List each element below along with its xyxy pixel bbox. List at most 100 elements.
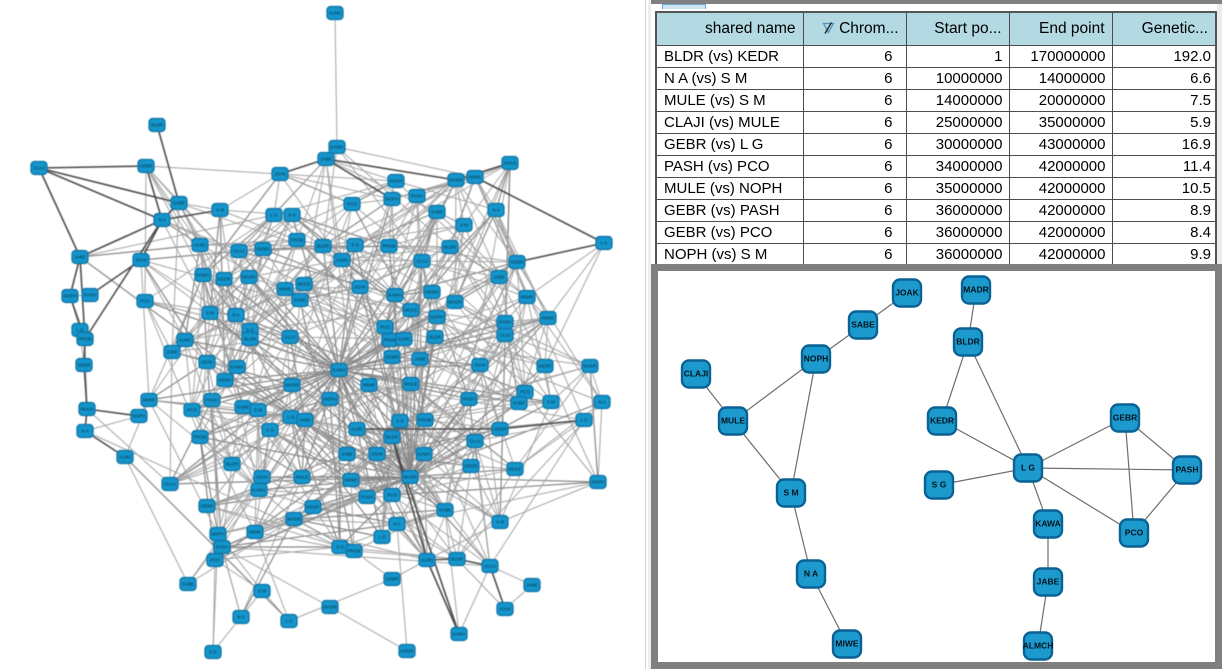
svg-text:BLDR: BLDR	[226, 462, 239, 467]
svg-text:L G: L G	[580, 418, 588, 423]
svg-text:L G: L G	[270, 213, 278, 218]
svg-text:GEBR: GEBR	[201, 504, 215, 509]
svg-text:MADR: MADR	[449, 178, 463, 183]
svg-text:GEBR: GEBR	[494, 427, 508, 432]
svg-text:CLAJ: CLAJ	[233, 249, 244, 254]
svg-text:KAWA: KAWA	[453, 632, 466, 637]
svg-text:KAWA: KAWA	[197, 273, 210, 278]
svg-text:S G: S G	[351, 243, 359, 248]
svg-text:KEDR: KEDR	[219, 378, 232, 383]
svg-text:KEDR: KEDR	[465, 464, 478, 469]
svg-text:N A: N A	[232, 313, 239, 318]
svg-text:MIWE: MIWE	[521, 295, 533, 300]
svg-text:PROB: PROB	[384, 338, 397, 343]
svg-text:PROB: PROB	[291, 238, 304, 243]
svg-text:GEBR: GEBR	[386, 577, 400, 582]
svg-text:S G: S G	[288, 213, 296, 218]
svg-text:L G: L G	[600, 241, 608, 246]
svg-text:PROB: PROB	[79, 337, 92, 342]
svg-text:PCO: PCO	[1125, 528, 1144, 538]
svg-text:GEBR: GEBR	[511, 260, 525, 265]
svg-text:KEDR: KEDR	[930, 416, 954, 426]
svg-text:MIWE: MIWE	[249, 530, 261, 535]
svg-text:GEBR: GEBR	[386, 355, 400, 360]
svg-text:MIWE: MIWE	[469, 175, 481, 180]
svg-text:JABE: JABE	[166, 350, 177, 355]
svg-text:PASH: PASH	[84, 293, 96, 298]
svg-text:PROB: PROB	[383, 244, 396, 249]
svg-text:L G: L G	[1021, 463, 1035, 473]
svg-text:NOPH: NOPH	[323, 397, 336, 402]
svg-text:MULE: MULE	[296, 475, 309, 480]
svg-text:N A: N A	[598, 400, 605, 405]
svg-text:JABE: JABE	[414, 357, 425, 362]
svg-text:MADR: MADR	[242, 275, 256, 280]
svg-text:GEBR: GEBR	[257, 247, 271, 252]
svg-text:JOAK: JOAK	[256, 475, 268, 480]
svg-text:KAWA: KAWA	[389, 293, 402, 298]
svg-text:BLDR: BLDR	[444, 245, 457, 250]
svg-text:JOAK: JOAK	[354, 285, 366, 290]
svg-text:KEDR: KEDR	[218, 277, 231, 282]
svg-text:MADR: MADR	[963, 285, 989, 295]
svg-text:KAWA: KAWA	[331, 145, 344, 150]
svg-text:S M: S M	[206, 311, 214, 316]
svg-text:S G: S G	[209, 650, 217, 655]
svg-text:L G: L G	[378, 535, 386, 540]
svg-text:BLDR: BLDR	[429, 335, 442, 340]
svg-text:GEBR: GEBR	[78, 363, 92, 368]
svg-text:JABE: JABE	[493, 275, 504, 280]
svg-text:JOAK: JOAK	[371, 452, 383, 457]
svg-text:SABE: SABE	[173, 201, 185, 206]
svg-text:NOPH: NOPH	[430, 315, 443, 320]
svg-text:CLAJ: CLAJ	[284, 335, 295, 340]
svg-text:PASH: PASH	[463, 397, 475, 402]
svg-text:KAWA: KAWA	[231, 365, 244, 370]
svg-text:N A: N A	[81, 429, 88, 434]
svg-text:KAWA: KAWA	[333, 368, 346, 373]
svg-text:SABE: SABE	[294, 298, 306, 303]
svg-text:ALMC: ALMC	[119, 455, 132, 460]
svg-text:BLDR: BLDR	[151, 123, 164, 128]
svg-text:MULE: MULE	[298, 282, 311, 287]
svg-text:JABE: JABE	[341, 452, 352, 457]
svg-text:JABE: JABE	[526, 583, 537, 588]
svg-text:CLAJ: CLAJ	[164, 482, 175, 487]
svg-text:N A: N A	[804, 569, 818, 579]
svg-text:PCO: PCO	[187, 408, 197, 413]
svg-text:PASH: PASH	[216, 545, 228, 550]
svg-text:SABE: SABE	[439, 508, 451, 513]
svg-text:JOAK: JOAK	[201, 360, 213, 365]
svg-text:S G: S G	[396, 419, 404, 424]
svg-text:PCO: PCO	[140, 299, 150, 304]
svg-text:JOAK: JOAK	[499, 607, 511, 612]
svg-text:MADR: MADR	[403, 475, 417, 480]
svg-text:KAWA: KAWA	[253, 488, 266, 493]
svg-text:JABE: JABE	[299, 418, 310, 423]
svg-text:CLAJ: CLAJ	[33, 166, 44, 171]
svg-text:BLDR: BLDR	[386, 435, 399, 440]
svg-text:GEBR: GEBR	[140, 164, 154, 169]
svg-text:MADR: MADR	[448, 300, 462, 305]
svg-text:SABE: SABE	[513, 401, 525, 406]
svg-text:CLAJ: CLAJ	[499, 333, 510, 338]
svg-text:MIWE: MIWE	[363, 383, 375, 388]
svg-text:PROB: PROB	[348, 549, 361, 554]
svg-text:S M: S M	[783, 488, 798, 498]
svg-text:MULE: MULE	[405, 382, 418, 387]
svg-text:S M: S M	[547, 400, 555, 405]
svg-text:MULE: MULE	[81, 407, 94, 412]
svg-text:PASH: PASH	[411, 194, 423, 199]
svg-text:MADR: MADR	[285, 383, 299, 388]
svg-text:MIWE: MIWE	[542, 316, 554, 321]
svg-text:CLAJ: CLAJ	[484, 564, 495, 569]
svg-text:NOPH: NOPH	[385, 197, 398, 202]
svg-text:S M: S M	[254, 408, 262, 413]
svg-text:KEDR: KEDR	[307, 505, 320, 510]
svg-text:PCO: PCO	[210, 558, 220, 563]
svg-text:KEDR: KEDR	[401, 649, 414, 654]
svg-text:KAWA: KAWA	[1035, 519, 1061, 529]
svg-text:BLDR: BLDR	[244, 337, 257, 342]
svg-text:MADR: MADR	[583, 364, 597, 369]
svg-text:BLDR: BLDR	[451, 557, 464, 562]
